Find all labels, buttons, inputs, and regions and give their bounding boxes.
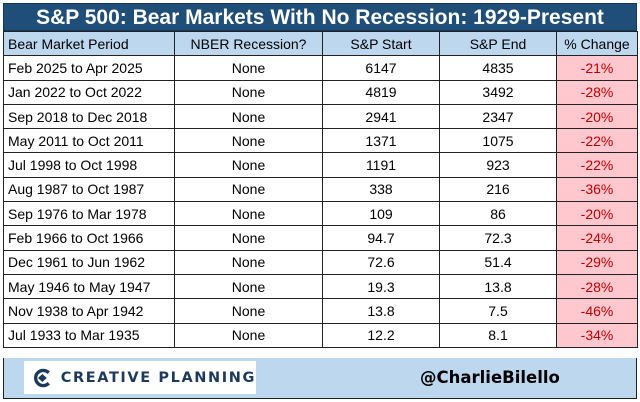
- column-header-recession: NBER Recession?: [174, 30, 323, 57]
- logo-text: CREATIVE PLANNING: [60, 369, 256, 386]
- column-header-pct-change: % Change: [556, 30, 638, 57]
- sp-start-cell: 338: [322, 176, 440, 203]
- table-row: Sep 1976 to Mar 1978 None 109 86 -20%: [3, 201, 638, 227]
- pct-change-cell: -20%: [556, 103, 638, 130]
- period-cell: Jul 1933 to Mar 1935: [3, 322, 175, 348]
- period-cell: Feb 1966 to Oct 1966: [3, 225, 175, 251]
- sp-start-cell: 72.6: [322, 249, 440, 275]
- pct-change-cell: -22%: [556, 152, 638, 178]
- pct-change-cell: -34%: [556, 322, 638, 348]
- table-row: May 2011 to Oct 2011 None 1371 1075 -22%: [3, 128, 638, 154]
- recession-cell: None: [174, 152, 323, 178]
- pct-change-cell: -28%: [556, 273, 638, 300]
- pct-change-cell: -28%: [556, 79, 638, 105]
- table-body: Feb 2025 to Apr 2025 None 6147 4835 -21% Jan …: [3, 55, 638, 348]
- recession-cell: None: [174, 322, 323, 348]
- table-row: Nov 1938 to Apr 1942 None 13.8 7.5 -46%: [3, 298, 638, 324]
- table-row: Jan 2022 to Oct 2022 None 4819 3492 -28%: [3, 79, 638, 105]
- column-header-sp-start: S&P Start: [322, 30, 440, 57]
- author-handle: @CharlieBilello: [420, 368, 560, 387]
- sp-end-cell: 3492: [439, 79, 557, 105]
- period-cell: May 1946 to May 1947: [3, 273, 175, 300]
- sp-end-cell: 86: [439, 201, 557, 227]
- pct-change-cell: -36%: [556, 176, 638, 203]
- sp-start-cell: 12.2: [322, 322, 440, 348]
- table-row: Sep 2018 to Dec 2018 None 2941 2347 -20%: [3, 103, 638, 130]
- table-header-row: Bear Market Period NBER Recession? S&P S…: [3, 30, 638, 57]
- period-cell: Sep 2018 to Dec 2018: [3, 103, 175, 130]
- sp-start-cell: 1191: [322, 152, 440, 178]
- recession-cell: None: [174, 55, 323, 81]
- creative-planning-logo: CREATIVE PLANNING: [24, 361, 256, 394]
- table-row: Feb 2025 to Apr 2025 None 6147 4835 -21%: [3, 55, 638, 81]
- sp-end-cell: 1075: [439, 128, 557, 154]
- column-header-period: Bear Market Period: [3, 30, 175, 57]
- sp-start-cell: 6147: [322, 55, 440, 81]
- table-row: Feb 1966 to Oct 1966 None 94.7 72.3 -24%: [3, 225, 638, 251]
- pct-change-cell: -21%: [556, 55, 638, 81]
- pct-change-cell: -24%: [556, 225, 638, 251]
- page-title: S&P 500: Bear Markets With No Recession:…: [3, 3, 637, 31]
- table-row: May 1946 to May 1947 None 19.3 13.8 -28%: [3, 273, 638, 300]
- recession-cell: None: [174, 201, 323, 227]
- sp-end-cell: 923: [439, 152, 557, 178]
- period-cell: Feb 2025 to Apr 2025: [3, 55, 175, 81]
- creative-planning-logo-icon: [33, 368, 50, 387]
- sp-end-cell: 72.3: [439, 225, 557, 251]
- sp-start-cell: 2941: [322, 103, 440, 130]
- recession-cell: None: [174, 225, 323, 251]
- sp-end-cell: 4835: [439, 55, 557, 81]
- period-cell: Jul 1998 to Oct 1998: [3, 152, 175, 178]
- recession-cell: None: [174, 128, 323, 154]
- sp-start-cell: 109: [322, 201, 440, 227]
- table-row: Jul 1933 to Mar 1935 None 12.2 8.1 -34%: [3, 322, 638, 348]
- recession-cell: None: [174, 298, 323, 324]
- pct-change-cell: -22%: [556, 128, 638, 154]
- recession-cell: None: [174, 176, 323, 203]
- period-cell: Sep 1976 to Mar 1978: [3, 201, 175, 227]
- column-header-sp-end: S&P End: [439, 30, 557, 57]
- period-cell: Nov 1938 to Apr 1942: [3, 298, 175, 324]
- table-row: Jul 1998 to Oct 1998 None 1191 923 -22%: [3, 152, 638, 178]
- sp-end-cell: 216: [439, 176, 557, 203]
- recession-cell: None: [174, 79, 323, 105]
- sp-end-cell: 7.5: [439, 298, 557, 324]
- recession-cell: None: [174, 103, 323, 130]
- sp-start-cell: 19.3: [322, 273, 440, 300]
- sp-start-cell: 94.7: [322, 225, 440, 251]
- sp-start-cell: 1371: [322, 128, 440, 154]
- period-cell: Jan 2022 to Oct 2022: [3, 79, 175, 105]
- pct-change-cell: -29%: [556, 249, 638, 275]
- sp-start-cell: 4819: [322, 79, 440, 105]
- table-row: Dec 1961 to Jun 1962 None 72.6 51.4 -29%: [3, 249, 638, 275]
- pct-change-cell: -46%: [556, 298, 638, 324]
- pct-change-cell: -20%: [556, 201, 638, 227]
- period-cell: May 2011 to Oct 2011: [3, 128, 175, 154]
- recession-cell: None: [174, 273, 323, 300]
- bear-markets-table: Bear Market Period NBER Recession? S&P S…: [3, 30, 638, 348]
- sp-end-cell: 51.4: [439, 249, 557, 275]
- recession-cell: None: [174, 249, 323, 275]
- sp-end-cell: 13.8: [439, 273, 557, 300]
- sp-start-cell: 13.8: [322, 298, 440, 324]
- period-cell: Aug 1987 to Oct 1987: [3, 176, 175, 203]
- sp-end-cell: 2347: [439, 103, 557, 130]
- table-row: Aug 1987 to Oct 1987 None 338 216 -36%: [3, 176, 638, 203]
- sp-end-cell: 8.1: [439, 322, 557, 348]
- footer-bar: CREATIVE PLANNING @CharlieBilello: [3, 358, 637, 399]
- period-cell: Dec 1961 to Jun 1962: [3, 249, 175, 275]
